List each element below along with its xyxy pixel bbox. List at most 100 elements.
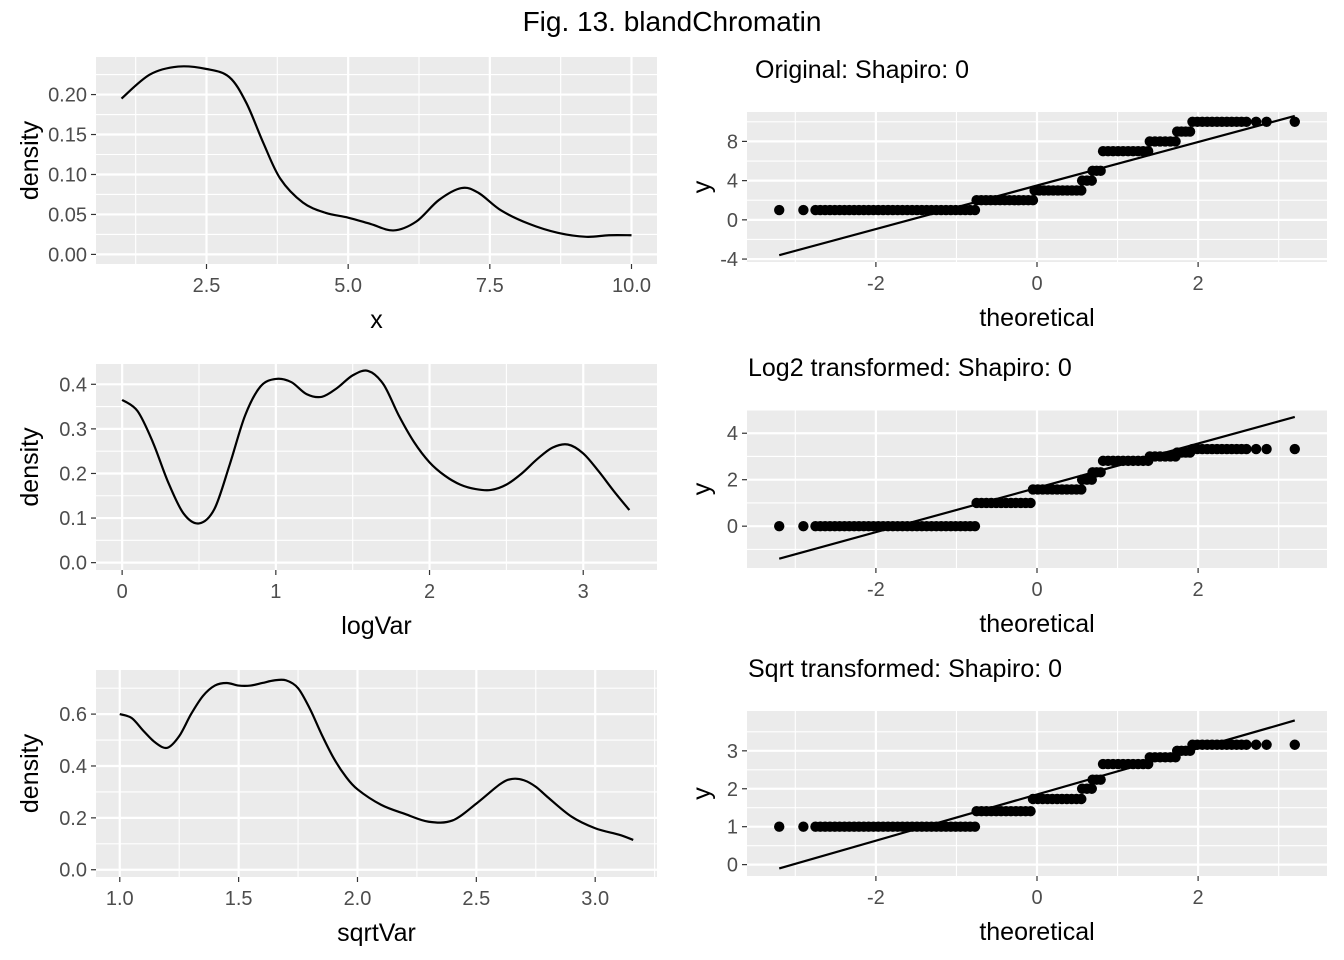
panel-title: Original: Shapiro: 0 <box>755 56 969 84</box>
x-tick-label: 2.5 <box>462 888 490 910</box>
y-tick-label: 8 <box>727 131 738 153</box>
qq-point <box>1076 793 1087 805</box>
y-axis-title: density <box>16 120 44 200</box>
qq-point <box>1241 739 1252 750</box>
qq-reference-line <box>778 114 1296 257</box>
y-tick-label: 4 <box>727 423 738 445</box>
x-tick-label: 0 <box>1031 579 1042 601</box>
y-tick-label: 4 <box>727 171 738 193</box>
y-tick-label: 0.20 <box>48 85 87 107</box>
qq-point <box>1076 185 1087 196</box>
y-tick-label: 0.6 <box>59 704 87 726</box>
qq-point <box>1250 443 1262 455</box>
qq-point <box>1261 116 1272 128</box>
qq-point <box>1241 443 1252 455</box>
x-tick-label: 2.5 <box>193 275 221 297</box>
y-tick-label: 3 <box>727 741 738 763</box>
qq-point <box>1250 116 1262 128</box>
qq-point <box>774 204 785 216</box>
qq-point <box>1261 739 1272 750</box>
panel-background <box>96 364 657 570</box>
x-axis-title: theoretical <box>979 918 1094 946</box>
y-tick-label: 1 <box>727 817 738 839</box>
y-tick-label: 0 <box>727 210 738 232</box>
qq-point <box>1170 136 1181 147</box>
x-tick-label: 3 <box>578 581 589 603</box>
panel-density-log: 0 1 2 3 0.0 0.1 0.2 0.3 0.4 logVar density <box>16 364 657 640</box>
qq-point <box>1086 175 1097 186</box>
x-tick-label: 5.0 <box>334 275 362 297</box>
y-axis-title: density <box>16 733 44 813</box>
x-tick-label: 7.5 <box>476 275 504 297</box>
x-axis-title: sqrtVar <box>337 919 416 947</box>
y-tick-label: 0.2 <box>59 463 87 485</box>
qq-point <box>1025 805 1036 817</box>
y-tick-label: 0.3 <box>59 419 87 441</box>
qq-point <box>1184 126 1196 137</box>
qq-point <box>969 520 981 532</box>
y-tick-label: 2 <box>727 779 738 801</box>
density-curve <box>120 65 632 238</box>
panel-density-original: 2.5 5.0 7.5 10.0 0.00 0.05 0.10 0.15 0.20 x densit… <box>16 57 657 334</box>
x-tick-label: 0 <box>1031 887 1042 909</box>
x-tick-label: 0 <box>1031 273 1042 295</box>
panel-background <box>96 670 657 877</box>
x-tick-label: -2 <box>867 273 885 295</box>
y-tick-label: 0.05 <box>48 204 87 226</box>
qq-point <box>1142 146 1154 157</box>
panel-qq-original: -2 0 2 -4 0 4 8 theoretical y Original: Shapiro: … <box>688 56 1327 332</box>
y-tick-label: 2 <box>727 470 738 492</box>
qq-point <box>1289 739 1300 750</box>
x-tick-label: 0 <box>117 581 128 603</box>
x-axis-title: theoretical <box>979 304 1094 332</box>
qq-point <box>798 821 809 832</box>
qq-point <box>1086 783 1097 794</box>
qq-point <box>1241 116 1252 128</box>
qq-point <box>1025 497 1036 509</box>
y-tick-label: 0.15 <box>48 125 87 147</box>
y-axis-title: density <box>16 427 44 507</box>
qq-point <box>774 520 785 532</box>
x-tick-label: 1.0 <box>106 888 134 910</box>
qq-point <box>1289 116 1300 128</box>
density-curve <box>121 369 631 525</box>
figure-title: Fig. 13. blandChromatin <box>523 6 822 37</box>
x-axis-title: theoretical <box>979 610 1094 638</box>
qq-point <box>1095 165 1106 177</box>
y-tick-label: 0.0 <box>59 860 87 882</box>
qq-point <box>774 821 785 832</box>
panel-qq-sqrt: -2 0 2 0 1 2 3 theoretical y Sqrt transformed: Sh… <box>688 655 1327 946</box>
y-tick-label: 0.0 <box>59 553 87 575</box>
y-axis-title: y <box>688 482 716 495</box>
x-tick-label: -2 <box>867 887 885 909</box>
y-tick-label: 0.10 <box>48 164 87 186</box>
panel-background <box>96 57 657 264</box>
x-tick-label: 2 <box>1193 579 1204 601</box>
x-tick-label: 2.0 <box>344 888 372 910</box>
y-tick-label: -4 <box>720 249 738 271</box>
y-axis-title: y <box>688 787 716 800</box>
qq-point <box>969 204 981 216</box>
qq-point <box>798 204 809 216</box>
qq-point <box>1027 195 1039 206</box>
qq-point <box>798 520 809 532</box>
qq-point <box>1095 774 1106 785</box>
x-tick-label: 3.0 <box>581 888 609 910</box>
density-curve <box>119 678 634 841</box>
qq-point <box>969 821 981 832</box>
y-tick-label: 0 <box>727 855 738 877</box>
qq-point <box>1289 443 1300 455</box>
panel-title: Sqrt transformed: Shapiro: 0 <box>748 655 1062 683</box>
x-axis-title: logVar <box>341 612 411 640</box>
y-tick-label: 0.1 <box>59 508 87 530</box>
x-tick-label: 2 <box>1193 887 1204 909</box>
y-tick-label: 0 <box>727 516 738 538</box>
qq-point <box>1095 467 1106 478</box>
panel-qq-log: -2 0 2 0 2 4 theoretical y Log2 transformed: Sha… <box>688 354 1327 638</box>
qq-point <box>1261 443 1272 455</box>
y-axis-title: y <box>688 180 716 193</box>
panel-title: Log2 transformed: Shapiro: 0 <box>748 354 1072 382</box>
x-axis-title: x <box>370 306 383 334</box>
y-tick-label: 0.4 <box>59 374 87 396</box>
